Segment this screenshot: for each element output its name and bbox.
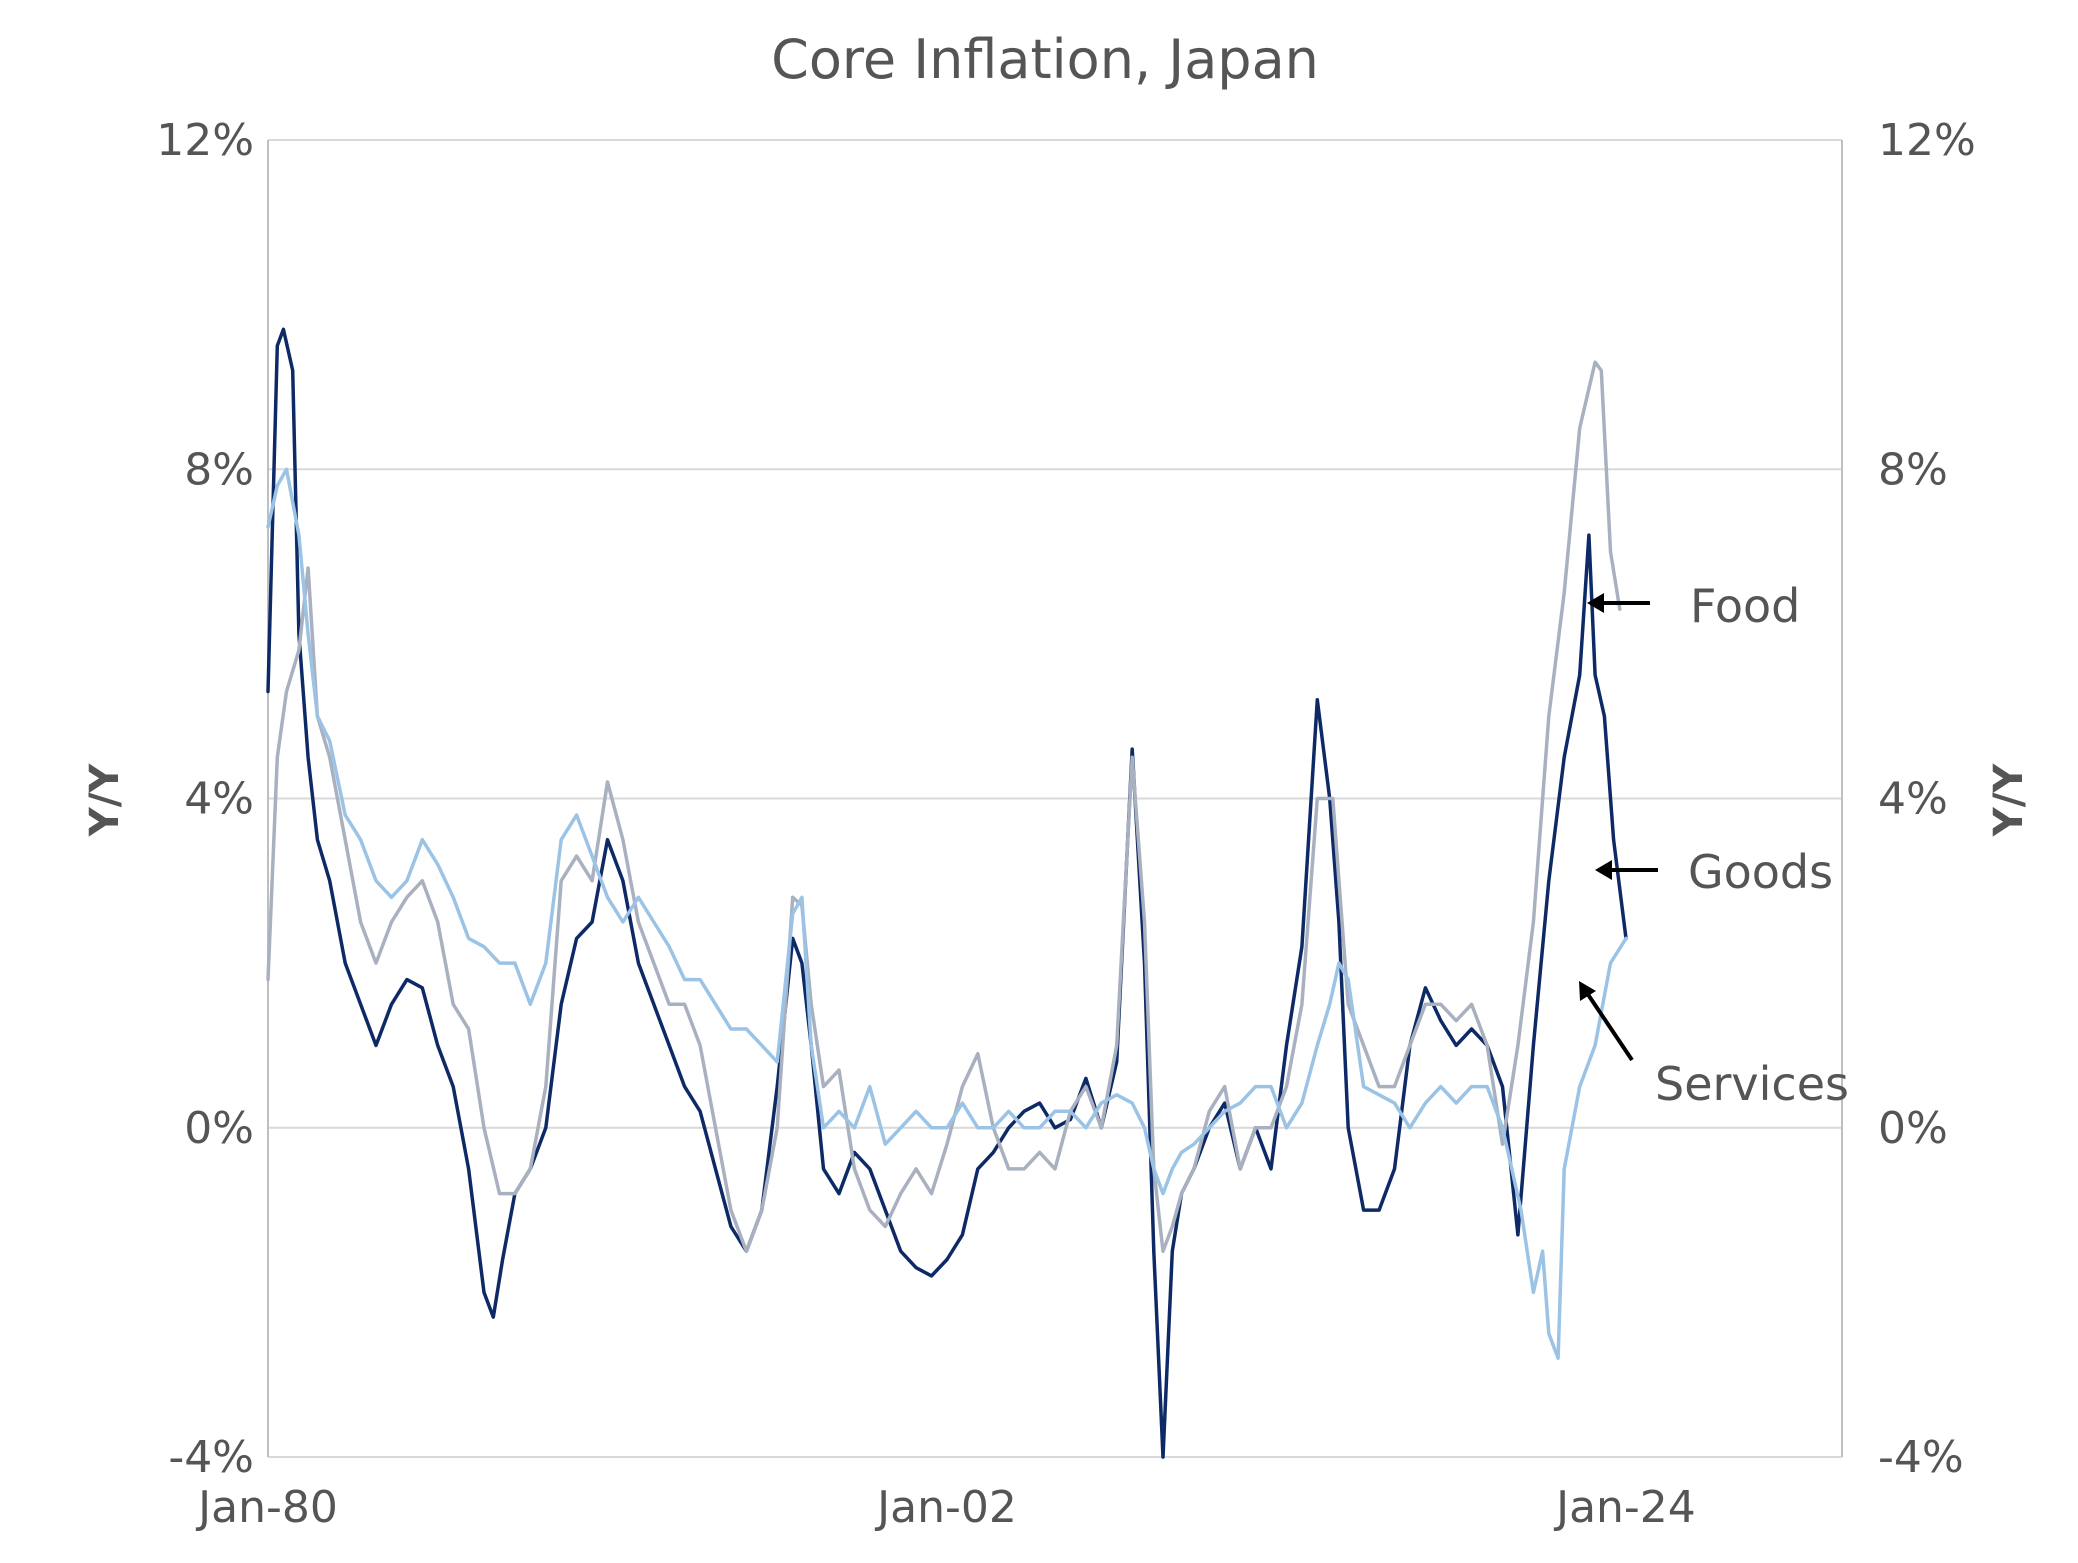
services-label: Services <box>1655 1057 1849 1111</box>
right-y-tick-labels: -4% 0% 4% 8% 12% <box>1878 115 1976 1483</box>
y-tick-label-left: 8% <box>184 444 254 495</box>
y-tick-label-left: 0% <box>184 1103 254 1154</box>
x-tick-label: Jan-02 <box>874 1482 1017 1533</box>
right-y-axis-label: Y/Y <box>1986 763 2032 838</box>
x-tick-labels: Jan-80 Jan-02 Jan-24 <box>195 1482 1696 1533</box>
series-line-goods <box>266 327 1628 1459</box>
services-arrow <box>1583 988 1634 1062</box>
goods-label: Goods <box>1688 845 1833 899</box>
y-tick-label-right: -4% <box>1878 1432 1964 1483</box>
chart-title: Core Inflation, Japan <box>771 28 1319 91</box>
annotation-goods: Goods <box>1595 845 1833 899</box>
y-tick-label-right: 0% <box>1878 1103 1948 1154</box>
x-tick-label: Jan-24 <box>1553 1482 1696 1533</box>
y-tick-label-left: -4% <box>168 1432 254 1483</box>
food-label: Food <box>1690 579 1800 633</box>
y-tick-label-left: 4% <box>184 774 254 825</box>
gridlines <box>268 139 1842 1458</box>
y-tick-label-right: 4% <box>1878 774 1948 825</box>
left-y-axis-label: Y/Y <box>82 763 128 838</box>
axes <box>267 140 1843 1457</box>
series-line-food <box>266 360 1622 1253</box>
y-tick-label-right: 12% <box>1878 115 1976 166</box>
y-tick-label-left: 12% <box>156 115 254 166</box>
goods-arrowhead <box>1595 860 1612 880</box>
annotation-food: Food <box>1587 579 1800 633</box>
x-tick-label: Jan-80 <box>195 1482 338 1533</box>
series-lines <box>266 327 1628 1459</box>
left-y-tick-labels: -4% 0% 4% 8% 12% <box>156 115 254 1483</box>
y-tick-label-right: 8% <box>1878 444 1948 495</box>
services-arrowhead <box>1579 981 1596 1001</box>
food-arrowhead <box>1587 593 1604 613</box>
annotation-services: Services <box>1579 981 1849 1111</box>
series-line-services <box>266 467 1628 1360</box>
